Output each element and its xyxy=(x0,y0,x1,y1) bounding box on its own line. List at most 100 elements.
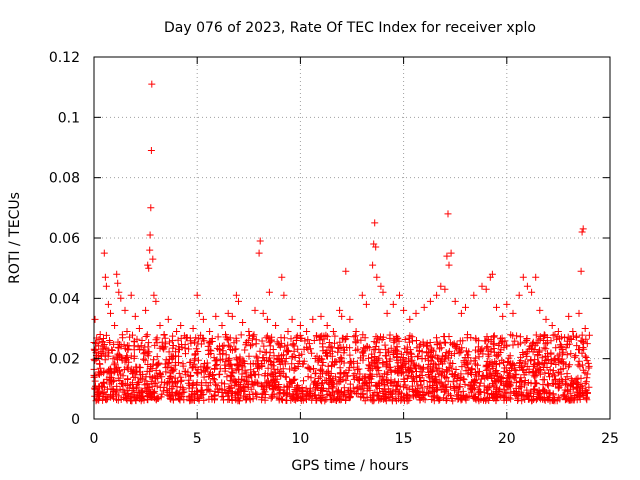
data-point xyxy=(173,383,181,391)
data-point xyxy=(273,393,281,401)
data-point xyxy=(336,364,344,372)
data-point xyxy=(204,342,212,350)
data-point xyxy=(546,366,554,374)
data-point xyxy=(191,338,198,346)
data-point xyxy=(226,360,234,368)
data-point xyxy=(377,282,385,290)
data-point xyxy=(530,371,538,379)
data-point xyxy=(197,363,205,371)
data-point xyxy=(95,370,103,378)
data-point xyxy=(440,388,448,396)
data-point xyxy=(373,370,381,378)
data-point xyxy=(525,365,533,373)
data-point xyxy=(537,366,545,373)
data-point xyxy=(269,373,277,381)
data-point xyxy=(339,391,347,399)
data-point xyxy=(542,345,550,353)
data-point xyxy=(360,347,368,355)
data-point xyxy=(205,339,213,347)
data-point xyxy=(532,331,540,339)
data-point xyxy=(257,381,265,389)
data-point xyxy=(445,333,453,340)
data-point xyxy=(261,394,269,402)
data-point xyxy=(544,380,551,388)
data-point xyxy=(585,362,593,370)
data-point xyxy=(189,381,197,389)
data-point xyxy=(523,386,531,394)
x-tick-label: 25 xyxy=(601,431,619,447)
data-point xyxy=(389,300,397,308)
data-point xyxy=(460,376,468,384)
data-point xyxy=(464,366,472,374)
data-point xyxy=(123,386,131,394)
data-point xyxy=(252,340,260,348)
data-point xyxy=(400,306,408,314)
data-point xyxy=(405,334,413,342)
data-point xyxy=(403,397,411,405)
data-point xyxy=(304,345,312,353)
data-point xyxy=(450,350,458,358)
data-point xyxy=(100,335,107,342)
data-point xyxy=(394,365,402,372)
data-point xyxy=(178,376,186,384)
data-point xyxy=(553,397,561,405)
data-point xyxy=(356,370,364,378)
data-point xyxy=(442,397,450,404)
data-point xyxy=(406,315,414,323)
data-point xyxy=(253,393,261,401)
data-point xyxy=(457,348,465,356)
data-point xyxy=(382,352,390,360)
data-point xyxy=(475,337,483,345)
data-point xyxy=(215,371,223,379)
data-point xyxy=(443,252,451,260)
data-point xyxy=(414,352,422,360)
data-point xyxy=(283,391,291,399)
data-point xyxy=(347,358,355,365)
data-point xyxy=(455,349,463,357)
data-point xyxy=(519,366,527,374)
data-point xyxy=(194,370,202,378)
data-point xyxy=(247,342,254,350)
data-point xyxy=(114,396,122,404)
data-point xyxy=(218,386,226,394)
data-point xyxy=(579,366,587,374)
data-point xyxy=(485,361,493,369)
data-point xyxy=(259,309,267,317)
data-point xyxy=(111,367,119,375)
data-point xyxy=(361,397,369,405)
data-point xyxy=(201,360,208,367)
y-tick-label: 0.06 xyxy=(49,231,80,247)
data-point xyxy=(423,342,431,350)
data-point xyxy=(141,343,149,351)
data-point xyxy=(421,396,429,404)
data-point xyxy=(273,338,281,346)
data-point xyxy=(177,373,185,381)
data-point xyxy=(272,322,280,329)
data-point xyxy=(507,395,515,403)
data-point xyxy=(472,379,480,386)
data-point xyxy=(431,361,439,369)
data-point xyxy=(319,379,326,387)
data-point xyxy=(114,279,122,287)
data-point xyxy=(427,353,435,360)
data-point xyxy=(143,387,151,395)
data-point xyxy=(486,383,494,391)
y-tick-label: 0.12 xyxy=(49,50,80,66)
data-point xyxy=(153,361,161,369)
data-point xyxy=(563,337,571,345)
data-point xyxy=(200,373,208,381)
data-point xyxy=(541,369,549,377)
data-point xyxy=(545,370,552,377)
data-point xyxy=(527,357,534,365)
data-point xyxy=(446,359,454,367)
data-point xyxy=(101,356,109,364)
data-point xyxy=(538,354,546,362)
data-point xyxy=(198,391,206,399)
data-point xyxy=(212,380,219,388)
data-point xyxy=(435,355,443,363)
data-point xyxy=(453,341,461,348)
data-point xyxy=(120,366,128,374)
data-point xyxy=(225,356,233,364)
data-point xyxy=(323,391,331,399)
data-point xyxy=(234,360,242,368)
